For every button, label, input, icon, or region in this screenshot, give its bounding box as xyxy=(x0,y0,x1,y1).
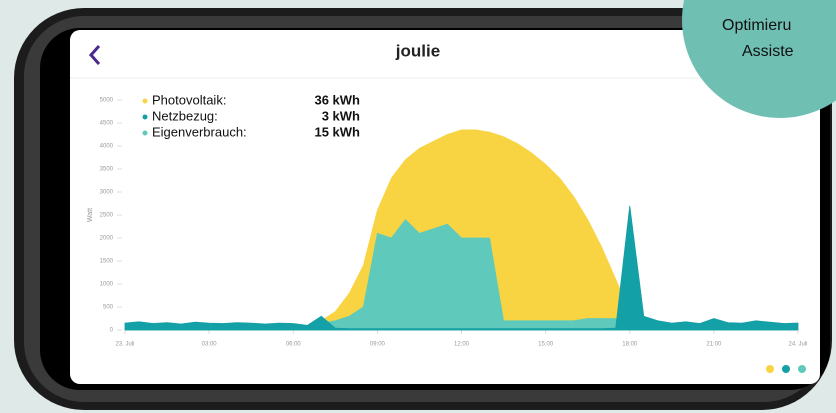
x-tick-label: 06:00 xyxy=(286,342,302,348)
page-dot[interactable] xyxy=(766,365,774,373)
y-tick-label: 5000 xyxy=(100,98,114,104)
legend-dot xyxy=(143,115,148,120)
badge-line: Assiste xyxy=(742,43,794,60)
x-tick-label: 21:00 xyxy=(706,342,722,348)
chart: joulie Optimieru Assiste Watt 0500100015… xyxy=(0,0,836,413)
y-tick-label: 2500 xyxy=(100,213,114,219)
y-tick-label: 2000 xyxy=(100,236,114,242)
legend-label: Photovoltaik: xyxy=(152,92,226,107)
x-tick-label: 18:00 xyxy=(622,342,638,348)
y-tick-label: 1000 xyxy=(100,282,114,288)
x-tick-label: 15:00 xyxy=(538,342,554,348)
x-tick-label: 12:00 xyxy=(454,342,470,348)
y-tick-label: 1500 xyxy=(100,259,114,265)
badge-line: Optimieru xyxy=(722,17,791,34)
y-tick-label: 4500 xyxy=(100,121,114,127)
legend-label: Eigenverbrauch: xyxy=(152,124,247,139)
y-axis-label: Watt xyxy=(87,208,94,222)
x-tick-label: 23. Juli xyxy=(115,342,134,348)
y-tick-label: 3500 xyxy=(100,167,114,173)
y-tick-label: 3000 xyxy=(100,190,114,196)
notch xyxy=(40,90,70,320)
y-tick-label: 500 xyxy=(103,305,114,311)
x-tick-label: 24. Juli xyxy=(788,342,807,348)
x-tick-label: 09:00 xyxy=(370,342,386,348)
legend-value: 36 kWh xyxy=(314,92,360,107)
x-tick-label: 03:00 xyxy=(202,342,218,348)
legend-label: Netzbezug: xyxy=(152,108,218,123)
page-dot[interactable] xyxy=(782,365,790,373)
legend-value: 15 kWh xyxy=(314,124,360,139)
legend-dot xyxy=(143,99,148,104)
page: joulie Optimieru Assiste Watt 0500100015… xyxy=(0,0,836,413)
legend-value: 3 kWh xyxy=(322,108,360,123)
legend-dot xyxy=(143,131,148,136)
page-dot[interactable] xyxy=(798,365,806,373)
y-tick-label: 4000 xyxy=(100,144,114,150)
app-title: joulie xyxy=(395,41,440,60)
